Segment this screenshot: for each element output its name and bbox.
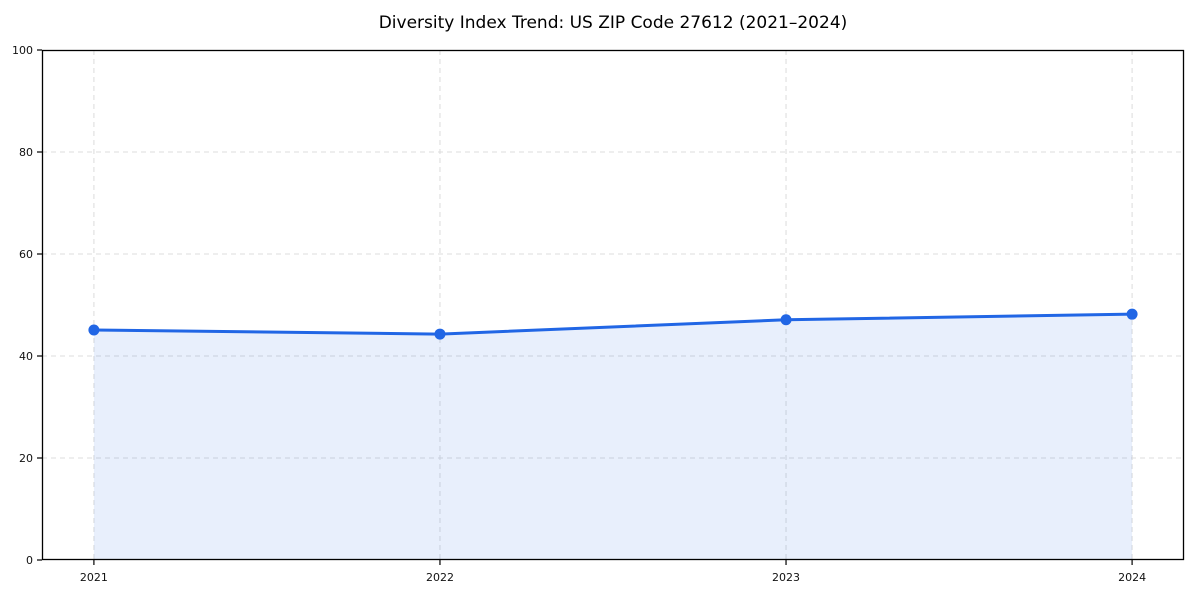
trend-line [92,312,1134,336]
area-fill [93,314,1133,560]
data-point-2024 [1126,308,1138,320]
y-tick-label: 100 [12,44,33,57]
x-tick-label: 2021 [80,571,108,584]
data-point-2023 [780,314,792,326]
chart-title: Diversity Index Trend: US ZIP Code 27612… [378,13,848,33]
y-tick-label: 0 [26,554,33,567]
data-point-2022 [434,328,446,340]
x-tick-label: 2024 [1118,571,1146,584]
y-tick-label: 20 [19,452,33,465]
data-point-2021 [88,324,100,336]
axis-frame [41,49,1185,561]
y-tick-label: 40 [19,350,33,363]
y-tick-label: 60 [19,248,33,261]
x-tick-label: 2022 [426,571,454,584]
x-tick-label: 2023 [772,571,800,584]
y-tick-label: 80 [19,146,33,159]
